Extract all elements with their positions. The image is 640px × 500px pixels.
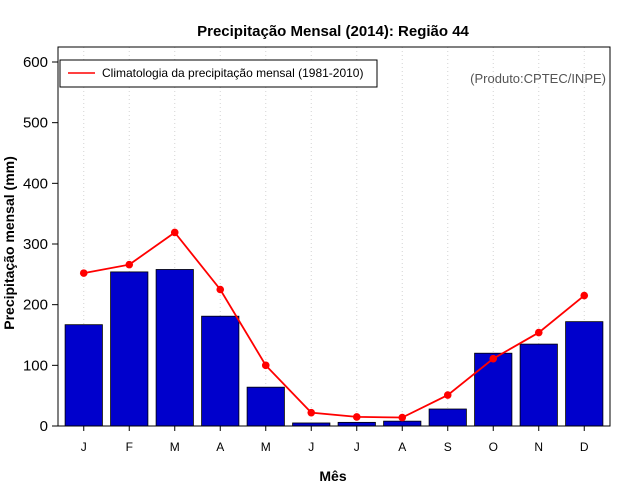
x-tick-label: J [354, 440, 360, 454]
bar-a-8 [383, 420, 422, 427]
bar-j-1 [64, 324, 103, 427]
y-tick-label: 300 [23, 236, 48, 253]
climatology-point [398, 413, 407, 422]
chart-title: Precipitação Mensal (2014): Região 44 [197, 23, 469, 40]
climatology-point [352, 413, 361, 421]
y-tick-label: 600 [23, 54, 48, 71]
x-tick-label: J [308, 440, 314, 454]
x-tick-label: N [534, 440, 543, 454]
climatology-point [580, 291, 589, 300]
bar-j-7 [337, 421, 376, 427]
climatology-point [79, 269, 88, 277]
bar-m-5 [246, 386, 285, 427]
legend-label: Climatologia da precipitação mensal (198… [102, 66, 363, 80]
climatology-point [443, 391, 452, 399]
climatology-point [307, 408, 316, 417]
bar-f-2 [110, 271, 149, 427]
bar-s-9 [428, 408, 467, 427]
x-axis-title: Mês [319, 468, 346, 484]
legend: Climatologia da precipitação mensal (198… [59, 59, 378, 88]
climatology-point [261, 361, 270, 370]
y-axis: 0 100 200 300 400 500 600 [23, 54, 58, 435]
product-credit: (Produto:CPTEC/INPE) [470, 71, 606, 86]
bar-series [64, 269, 604, 427]
x-tick-label: A [398, 440, 406, 454]
y-tick-label: 0 [40, 418, 48, 435]
bar-d-12 [565, 321, 604, 427]
y-tick-label: 100 [23, 357, 48, 374]
x-tick-label: F [126, 440, 133, 454]
climatology-point [489, 354, 498, 363]
x-tick-label: M [170, 440, 180, 454]
climatology-point [216, 285, 225, 294]
climatology-line [83, 231, 585, 419]
x-tick-label: O [489, 440, 498, 454]
climatology-point [534, 328, 543, 337]
climatology-series [79, 228, 589, 422]
x-tick-label: J [81, 440, 87, 454]
bar-o-10 [474, 352, 513, 427]
x-tick-label: S [444, 440, 452, 454]
legend-box [59, 59, 378, 88]
y-tick-label: 200 [23, 297, 48, 314]
climatology-point [170, 228, 179, 237]
y-tick-label: 400 [23, 175, 48, 192]
x-tick-label: M [261, 440, 271, 454]
climatology-point [125, 260, 134, 269]
y-tick-label: 500 [23, 115, 48, 132]
bar-a-4 [201, 315, 240, 427]
plot-frame [57, 46, 611, 427]
bar-n-11 [519, 343, 558, 427]
y-axis-title: Precipitação mensal (mm) [1, 156, 17, 330]
x-tick-label: D [580, 440, 589, 454]
x-tick-label: A [216, 440, 224, 454]
bar-m-3 [155, 269, 194, 427]
